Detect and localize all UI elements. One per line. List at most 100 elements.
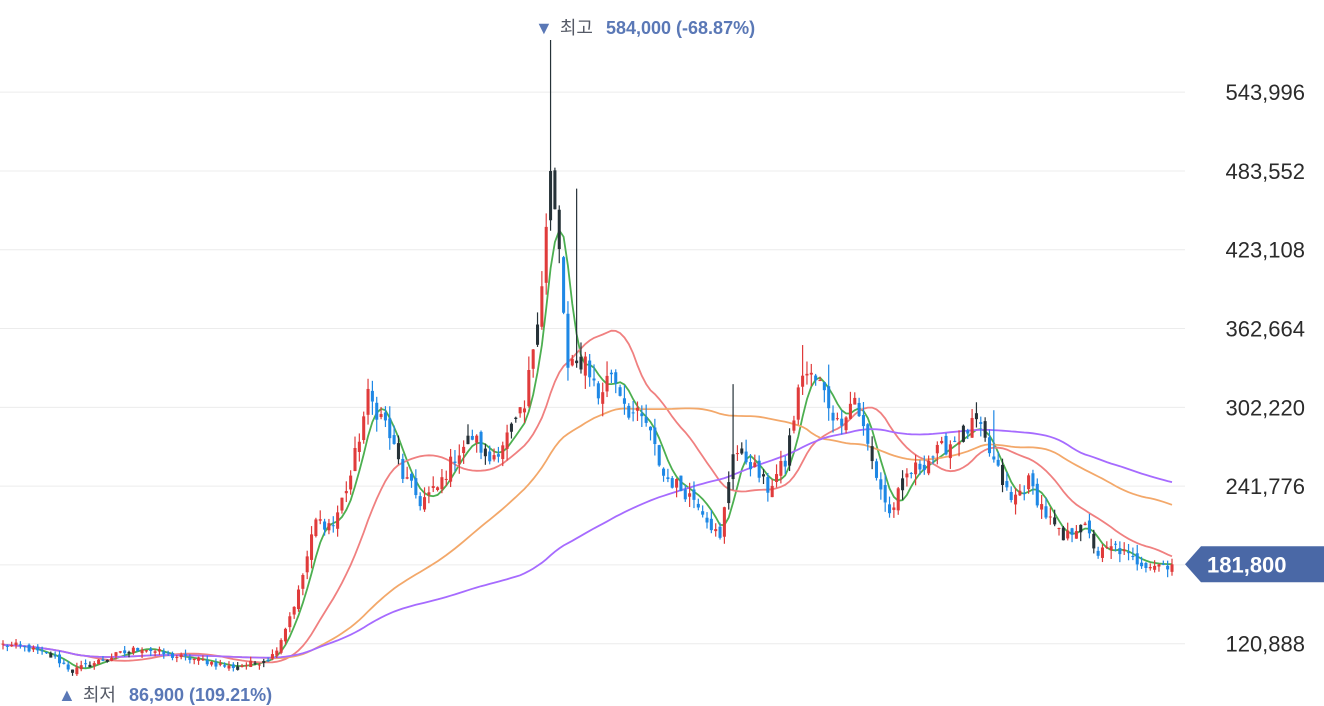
candle <box>253 660 257 666</box>
candle-body <box>1109 546 1113 551</box>
candle <box>301 573 305 596</box>
candle <box>688 482 692 507</box>
candle-body <box>631 412 635 414</box>
candle-body <box>1105 546 1109 548</box>
candle-body <box>944 435 948 455</box>
candle-body <box>97 659 101 665</box>
candle-body <box>1057 528 1061 530</box>
y-tick-label: 543,996 <box>1225 80 1305 105</box>
candle-body <box>757 460 761 478</box>
candle <box>123 646 127 657</box>
candle <box>635 401 639 421</box>
candle-body <box>583 356 587 376</box>
candle-body <box>392 435 396 444</box>
candle-body <box>327 523 331 531</box>
candle <box>892 502 896 518</box>
candle <box>609 369 613 383</box>
candle-body <box>683 489 687 500</box>
candle <box>388 406 392 450</box>
candle-body <box>166 652 170 654</box>
candle <box>857 397 861 417</box>
candle-body <box>183 654 188 656</box>
candle-body <box>592 378 596 381</box>
candle-body <box>987 437 992 454</box>
candle <box>110 653 114 662</box>
candle-body <box>144 650 148 652</box>
candle <box>731 384 735 490</box>
candle-body <box>575 360 579 364</box>
candle-body <box>75 667 79 675</box>
candle <box>375 396 379 432</box>
y-tick-label: 120,888 <box>1225 632 1305 657</box>
candle-body <box>244 664 248 666</box>
candle <box>153 649 157 657</box>
candle <box>370 380 374 415</box>
candle <box>396 435 400 465</box>
candle <box>431 476 435 493</box>
candle-body <box>457 455 461 464</box>
candle-body <box>170 653 175 658</box>
candle-body <box>1153 565 1157 570</box>
candle <box>766 472 770 502</box>
candle-body <box>1000 464 1005 485</box>
moving-average-line <box>2 428 1173 659</box>
candle-body <box>605 375 609 392</box>
candle <box>748 454 752 477</box>
candle-body <box>744 451 748 463</box>
candle-body <box>892 507 896 510</box>
candle-body <box>618 387 622 396</box>
candle-body <box>770 485 774 498</box>
candle-body <box>666 477 670 479</box>
candle-body <box>288 616 292 628</box>
candle-body <box>996 459 1000 466</box>
candle-body <box>831 412 835 421</box>
candle <box>10 641 14 647</box>
candle <box>392 425 396 445</box>
candle <box>835 412 839 421</box>
candle-body <box>340 497 344 511</box>
candle-body <box>670 478 674 488</box>
candle-body <box>796 387 800 420</box>
candle <box>36 644 40 655</box>
candle <box>75 662 79 676</box>
y-axis-ticks: 120,888 241,776 302,220 362,664 423,108 483,5… <box>1225 80 1305 657</box>
candle-body <box>918 463 922 470</box>
candle <box>1166 560 1170 578</box>
candle <box>240 663 244 668</box>
candle <box>527 356 531 408</box>
y-tick-label: 423,108 <box>1225 238 1305 263</box>
candle <box>1014 487 1018 515</box>
candle-body <box>527 369 531 407</box>
candle <box>709 509 713 534</box>
candle <box>140 647 144 658</box>
candle-body <box>436 487 440 491</box>
candle <box>566 301 570 381</box>
candle-body <box>1092 533 1096 549</box>
candle-body <box>214 662 218 667</box>
candle-body <box>14 642 18 646</box>
candle <box>1018 484 1022 497</box>
candle-body <box>1144 563 1148 568</box>
candle-body <box>953 440 957 442</box>
candle-body <box>479 431 483 453</box>
candle <box>970 408 974 438</box>
candle-body <box>79 665 83 670</box>
candle <box>444 470 448 487</box>
candle <box>531 349 535 378</box>
candle-body <box>566 313 570 368</box>
candle-body <box>748 462 752 470</box>
candle-body <box>49 653 53 658</box>
candle <box>727 471 731 510</box>
y-tick-label: 483,552 <box>1225 159 1305 184</box>
candle-body <box>423 497 427 510</box>
candle-body <box>27 644 31 652</box>
candle-body <box>1009 491 1013 500</box>
candle-body <box>627 405 631 418</box>
candle-body <box>292 606 296 615</box>
candle <box>71 669 75 676</box>
candle <box>983 417 987 442</box>
candle-body <box>1074 531 1078 539</box>
candle <box>509 422 513 439</box>
candle-body <box>310 534 314 560</box>
